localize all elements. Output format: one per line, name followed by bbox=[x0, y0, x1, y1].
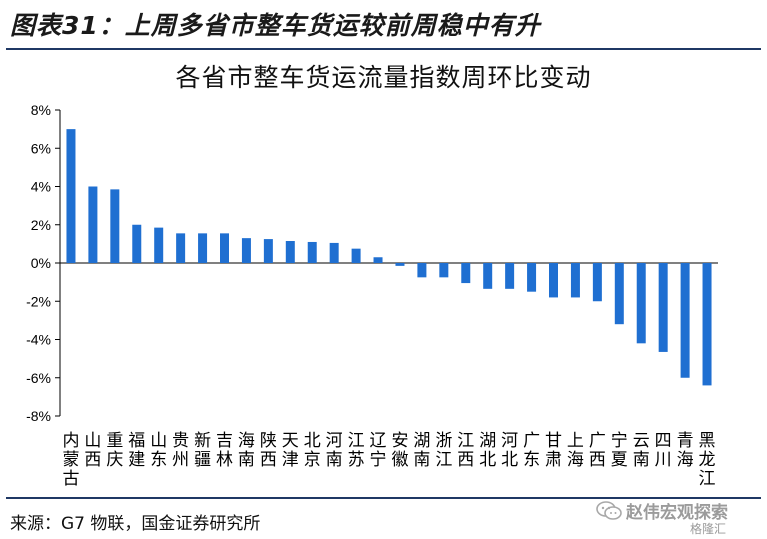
x-tick-label: 湖南 bbox=[413, 431, 430, 470]
bar bbox=[241, 238, 251, 263]
bar bbox=[176, 233, 186, 263]
x-tick-label: 浙江 bbox=[435, 431, 452, 470]
bar bbox=[66, 129, 76, 264]
x-tick-label: 重庆 bbox=[106, 431, 123, 470]
x-tick-label: 北京 bbox=[304, 431, 321, 470]
x-tick-label: 云南 bbox=[633, 431, 650, 470]
bar bbox=[527, 263, 537, 292]
x-tick-label: 青海 bbox=[677, 431, 694, 470]
bar bbox=[351, 248, 361, 263]
bar bbox=[483, 263, 493, 289]
chart-title: 各省市整车货运流量指数周环比变动 bbox=[175, 63, 592, 92]
bar bbox=[417, 263, 427, 278]
y-tick-label: 6% bbox=[31, 140, 51, 156]
x-tick-label: 安徽 bbox=[391, 431, 408, 470]
bar bbox=[263, 239, 273, 263]
y-tick-label: -2% bbox=[26, 293, 51, 309]
watermark-text: 赵伟宏观探索 bbox=[626, 503, 728, 523]
y-tick-label: 0% bbox=[31, 255, 51, 271]
x-tick-label: 贵州 bbox=[172, 431, 189, 470]
bar bbox=[132, 224, 142, 263]
wechat-icon bbox=[596, 500, 622, 520]
bar bbox=[505, 263, 515, 289]
y-tick-label: 8% bbox=[31, 102, 51, 118]
y-tick-label: -6% bbox=[26, 370, 51, 386]
x-tick-label: 河南 bbox=[326, 431, 343, 470]
y-tick-label: -8% bbox=[26, 408, 51, 424]
x-tick-label: 吉林 bbox=[216, 431, 233, 470]
x-tick-label: 湖北 bbox=[479, 431, 496, 470]
x-tick-label: 陕西 bbox=[260, 431, 277, 470]
x-tick-label: 山东 bbox=[150, 431, 167, 470]
bar bbox=[592, 263, 602, 302]
source-note: 来源：G7 物联，国金证券研究所 bbox=[10, 514, 261, 534]
bar bbox=[307, 241, 317, 263]
bar bbox=[702, 263, 712, 386]
x-tick-label: 江苏 bbox=[348, 431, 365, 470]
x-tick-label: 新疆 bbox=[194, 431, 211, 470]
bottom-rule bbox=[6, 497, 761, 499]
bar bbox=[549, 263, 558, 298]
x-tick-label: 广西 bbox=[589, 431, 606, 470]
x-tick-label: 福建 bbox=[128, 431, 145, 470]
x-tick-label: 山西 bbox=[84, 431, 101, 470]
bar bbox=[88, 186, 98, 263]
x-tick-label: 天津 bbox=[282, 431, 299, 470]
bar bbox=[461, 263, 471, 284]
x-tick-label: 内蒙古 bbox=[62, 431, 79, 489]
y-tick-label: 2% bbox=[31, 217, 51, 233]
x-tick-label: 黑龙江 bbox=[699, 431, 716, 489]
y-tick-label: 4% bbox=[31, 179, 51, 195]
x-tick-label: 上海 bbox=[567, 431, 584, 470]
bar bbox=[220, 233, 229, 263]
x-tick-label: 辽宁 bbox=[370, 431, 387, 470]
bar bbox=[110, 189, 120, 263]
bar bbox=[373, 257, 383, 263]
bar bbox=[680, 263, 690, 378]
x-tick-label: 江西 bbox=[457, 431, 474, 470]
bar bbox=[198, 233, 208, 263]
x-tick-label: 四川 bbox=[655, 431, 672, 470]
bar bbox=[658, 263, 668, 352]
bar-chart: 8% 6% 4% 2% 0% -2% -4% -6% -8% 内蒙古山西重庆福建山东贵州新疆吉林海… bbox=[26, 102, 718, 489]
watermark: 赵伟宏观探索 bbox=[596, 498, 728, 523]
bar bbox=[636, 263, 646, 344]
y-tick-label: -4% bbox=[26, 332, 51, 348]
x-tick-label: 甘肃 bbox=[545, 431, 562, 470]
x-tick-label: 海南 bbox=[238, 431, 255, 470]
bar bbox=[329, 242, 339, 263]
watermark-sub: 格隆汇 bbox=[690, 522, 727, 536]
bar bbox=[285, 241, 295, 263]
bar bbox=[570, 263, 580, 298]
bar bbox=[154, 227, 164, 263]
figure-title: 图表31：上周多省市整车货运较前周稳中有升 bbox=[10, 11, 541, 40]
bar bbox=[395, 263, 405, 266]
bar bbox=[439, 263, 449, 278]
x-tick-label: 河北 bbox=[501, 431, 518, 470]
x-tick-label: 宁夏 bbox=[611, 431, 628, 470]
bar bbox=[614, 263, 624, 325]
x-tick-label: 广东 bbox=[523, 431, 540, 470]
top-rule bbox=[6, 48, 761, 50]
